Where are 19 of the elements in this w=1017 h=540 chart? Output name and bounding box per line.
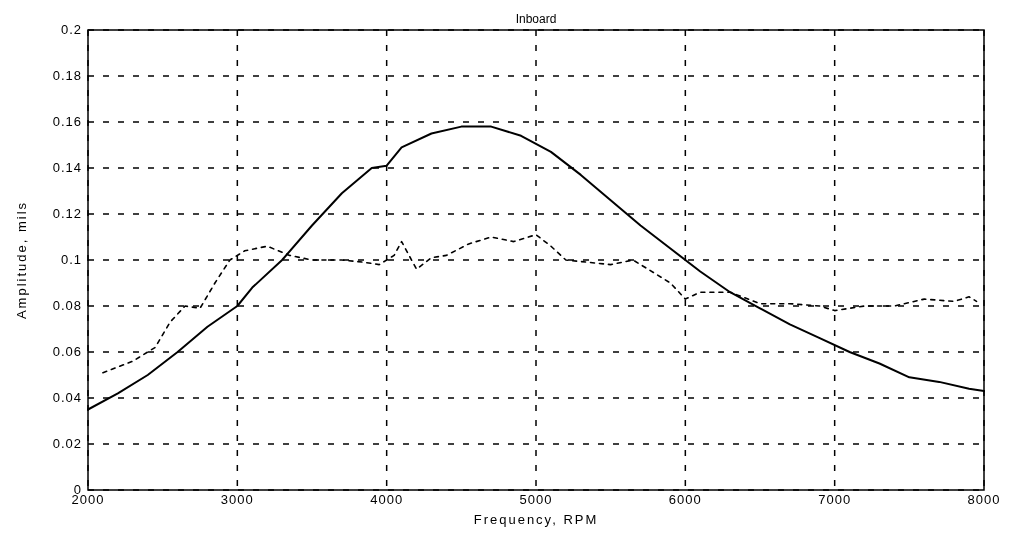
x-tick-label: 3000	[220, 492, 254, 507]
y-tick-label: 0.04	[52, 390, 82, 405]
chart-title: Inboard	[515, 12, 557, 26]
x-tick-label: 6000	[668, 492, 702, 507]
x-axis-title: Frequency, RPM	[473, 512, 599, 527]
y-tick-label: 0.12	[52, 206, 82, 221]
x-tick-label: 5000	[519, 492, 553, 507]
y-tick-label: 0.02	[52, 436, 82, 451]
y-axis-title: Amplitude, mils	[14, 200, 29, 320]
y-tick-label: 0.1	[60, 252, 82, 267]
y-tick-label: 0.16	[52, 114, 82, 129]
y-tick-label: 0.14	[52, 160, 82, 175]
y-tick-label: 0.08	[52, 298, 82, 313]
x-tick-label: 4000	[370, 492, 404, 507]
x-tick-label: 7000	[818, 492, 852, 507]
y-tick-label: 0.2	[60, 22, 82, 37]
y-tick-label: 0.06	[52, 344, 82, 359]
y-tick-label: 0.18	[52, 68, 82, 83]
x-tick-label: 8000	[967, 492, 1001, 507]
